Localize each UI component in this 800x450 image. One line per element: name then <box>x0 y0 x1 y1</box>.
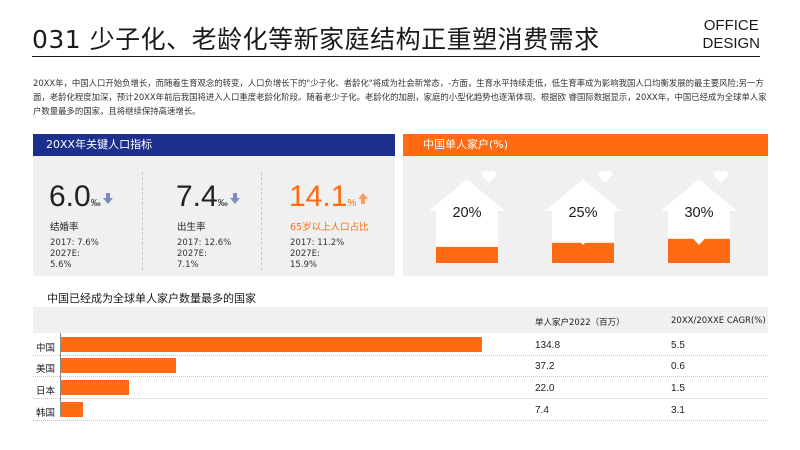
kpi-history: 2017: 12.6% <box>177 238 232 248</box>
arrow-down-icon <box>229 193 240 204</box>
col-header-cagr: 20XX/20XXE CAGR(%) <box>671 316 766 326</box>
arrow-down-icon <box>102 193 113 204</box>
bar-row: 中国 134.8 5.5 <box>33 337 768 359</box>
kpi-unit: % <box>347 198 357 209</box>
kpi-unit: ‰ <box>217 198 228 209</box>
cagr-label: 1.5 <box>671 383 685 394</box>
row-divider <box>33 376 768 377</box>
bar-row: 韩国 7.4 3.1 <box>33 402 768 424</box>
house-icon: 30% <box>657 171 741 266</box>
house-shape <box>545 171 621 263</box>
kpi-value: 7.4 <box>176 180 218 213</box>
row-divider <box>33 355 768 356</box>
single-panel-title: 中国单人家户(%) <box>403 134 768 156</box>
value-label: 37.2 <box>535 361 555 372</box>
arrow-up-icon <box>358 193 369 204</box>
kpi-elderly-share: 14.1% 65岁以上人口占比 2017: 11.2% 2027E: 15.9% <box>273 164 393 272</box>
header-divider <box>32 56 760 57</box>
brand-line-1: OFFICE <box>703 17 759 34</box>
cagr-label: 0.6 <box>671 361 685 372</box>
bar-axis <box>60 333 61 417</box>
kpi-history: 2017: 7.6% <box>50 238 99 248</box>
category-label: 美国 <box>36 364 56 375</box>
single-household-panel: 中国单人家户(%) 20% 25% 30% <box>403 134 768 276</box>
bar-row: 美国 37.2 0.6 <box>33 358 768 380</box>
house-icon: 25% <box>541 171 625 266</box>
kpi-unit: ‰ <box>90 198 101 209</box>
row-divider <box>33 420 768 421</box>
bar <box>60 358 176 373</box>
house-percent: 20% <box>452 205 482 221</box>
kpi-panel-title: 20XX年关键人口指标 <box>33 134 395 156</box>
value-label: 7.4 <box>535 405 549 416</box>
category-label: 日本 <box>36 386 56 397</box>
bar <box>60 337 482 352</box>
kpi-birth-rate: 7.4‰ 出生率 2017: 12.6% 2027E: 7.1% <box>160 164 280 272</box>
bar <box>60 380 129 395</box>
kpi-label: 65岁以上人口占比 <box>290 222 369 233</box>
kpi-forecast-value: 15.9% <box>290 260 318 270</box>
slide-header: 031 少子化、老龄化等新家庭结构正重塑消费需求 OFFICE DESIGN <box>0 0 800 58</box>
col-header-households: 单人家户2022（百万） <box>535 318 625 328</box>
brand-logo-text: OFFICE DESIGN <box>702 17 760 53</box>
house-percent: 30% <box>684 205 714 221</box>
kpi-forecast-label: 2027E: <box>290 249 320 259</box>
page-title: 031 少子化、老龄化等新家庭结构正重塑消费需求 <box>32 25 600 54</box>
kpi-divider <box>261 172 262 270</box>
house-shape <box>429 171 505 263</box>
kpi-label: 结婚率 <box>50 222 79 233</box>
kpi-forecast-label: 2027E: <box>50 249 80 259</box>
kpi-value: 14.1 <box>289 180 348 213</box>
kpi-forecast-value: 7.1% <box>177 260 199 270</box>
row-divider <box>33 398 768 399</box>
kpi-label: 出生率 <box>177 222 206 233</box>
value-label: 22.0 <box>535 383 555 394</box>
category-label: 韩国 <box>36 408 56 419</box>
kpi-value: 6.0 <box>49 180 91 213</box>
category-label: 中国 <box>36 343 56 354</box>
bar <box>60 402 83 417</box>
kpi-marriage-rate: 6.0‰ 结婚率 2017: 7.6% 2027E: 5.6% <box>33 164 153 272</box>
house-percent: 25% <box>568 205 598 221</box>
house-icon: 20% <box>425 171 509 266</box>
kpi-history: 2017: 11.2% <box>290 238 345 248</box>
bar-row: 日本 22.0 1.5 <box>33 380 768 402</box>
bar-section-title: 中国已经成为全球单人家户数量最多的国家 <box>47 292 256 305</box>
kpi-forecast-value: 5.6% <box>50 260 72 270</box>
value-label: 134.8 <box>535 340 561 351</box>
house-shape <box>661 171 737 263</box>
kpi-forecast-label: 2027E: <box>177 249 207 259</box>
cagr-label: 3.1 <box>671 405 685 416</box>
kpi-divider <box>142 172 143 270</box>
brand-line-2: DESIGN <box>702 35 760 52</box>
kpi-panel: 20XX年关键人口指标 6.0‰ 结婚率 2017: 7.6% 2027E: 5… <box>33 134 395 276</box>
cagr-label: 5.5 <box>671 340 685 351</box>
bar-header-band <box>33 307 768 333</box>
intro-paragraph: 20XX年，中国人口开始负增长，而随着生育观念的转变，人口负增长下的"少子化、者… <box>33 78 767 116</box>
